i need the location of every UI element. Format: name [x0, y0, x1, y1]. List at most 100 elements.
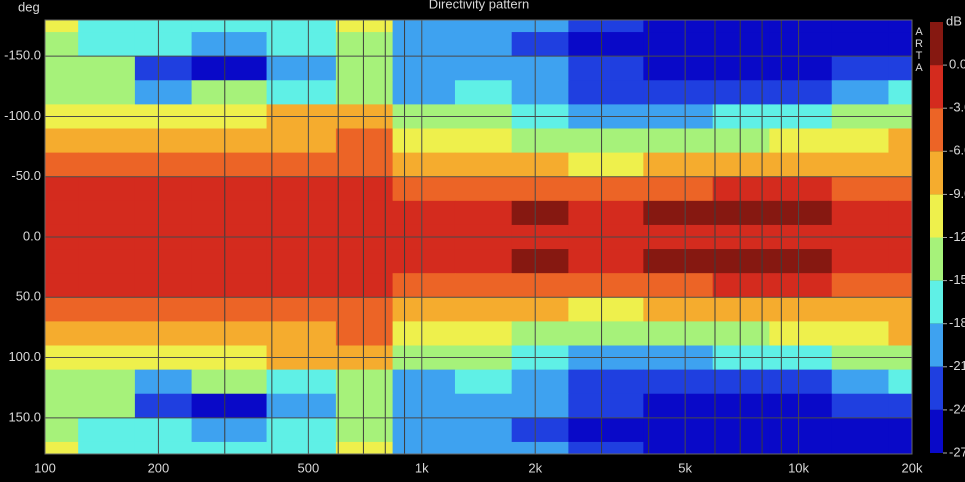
x-tick-label: 1k: [415, 460, 429, 475]
colorbar-tick-label: -27: [949, 444, 965, 459]
heat-cell: [769, 128, 833, 154]
heat-cell: [78, 297, 136, 322]
heat-cell: [888, 393, 913, 419]
heat-cell: [568, 32, 644, 57]
heat-cell: [568, 321, 644, 346]
colorbar-tick-label: -24: [949, 401, 965, 416]
heat-cell: [335, 441, 394, 455]
heat-cell: [266, 297, 337, 322]
watermark: ARTA: [913, 26, 925, 74]
heat-cell: [266, 441, 337, 455]
heat-cell: [45, 249, 79, 274]
heat-cell: [191, 417, 268, 443]
heat-cell: [568, 20, 644, 33]
heat-cell: [454, 176, 513, 202]
heat-cell: [191, 128, 268, 154]
heat-cell: [78, 176, 136, 202]
colorbar-band: [930, 366, 943, 410]
heat-cell: [78, 152, 136, 178]
colorbar-tick-label: -21: [949, 358, 965, 373]
heat-cell: [78, 273, 136, 298]
heat-cell: [511, 393, 569, 419]
colorbar-band: [930, 237, 943, 281]
heat-cell: [78, 393, 136, 419]
heat-cell: [266, 393, 337, 419]
heat-cell: [78, 56, 136, 81]
heat-cell: [335, 273, 394, 298]
heat-cell: [266, 56, 337, 81]
chart-title: Directivity pattern: [429, 0, 529, 11]
heat-cell: [392, 128, 456, 154]
heat-cell: [568, 297, 644, 322]
heat-cell: [134, 80, 193, 105]
heat-cell: [769, 80, 833, 105]
heat-cell: [454, 297, 513, 322]
heat-cell: [454, 249, 513, 274]
heat-cell: [831, 369, 889, 395]
heat-cell: [45, 321, 79, 346]
heat-cell: [888, 176, 913, 202]
heat-cell: [511, 80, 569, 105]
heat-cell: [511, 152, 569, 178]
colorbar-tick-label: -15: [949, 272, 965, 287]
heat-cell: [191, 249, 268, 274]
heat-cell: [888, 152, 913, 178]
heat-cell: [511, 273, 569, 298]
heat-cell: [568, 417, 644, 443]
heat-cell: [769, 417, 833, 443]
heat-cell: [392, 297, 456, 322]
heat-cell: [266, 176, 337, 202]
heat-cell: [888, 80, 913, 105]
x-tick-label: 5k: [678, 460, 692, 475]
heat-cell: [392, 176, 456, 202]
heat-cell: [78, 20, 136, 33]
heat-cell: [191, 441, 268, 455]
heat-cell: [769, 369, 833, 395]
heat-cell: [643, 80, 714, 105]
colorbar: 0.0 -3.0 -6.0 -9.0 -12 -15 -18 -21 -24 -27: [930, 22, 965, 459]
heat-cell: [134, 176, 193, 202]
heat-cell: [392, 152, 456, 178]
heat-cell: [511, 321, 569, 346]
heat-cell: [454, 152, 513, 178]
heat-cell: [769, 176, 833, 202]
heat-cell: [266, 32, 337, 57]
heat-cell: [335, 417, 394, 443]
y-tick-label: 100.0: [8, 349, 41, 364]
heat-cell: [831, 273, 889, 298]
heat-cell: [888, 321, 913, 346]
heat-cell: [712, 200, 770, 226]
colorbar-label: dB: [946, 13, 962, 28]
heat-cell: [643, 273, 714, 298]
heat-cell: [78, 249, 136, 274]
heat-cell: [78, 80, 136, 105]
heat-cell: [335, 393, 394, 419]
heat-cell: [454, 441, 513, 455]
heat-cell: [643, 32, 714, 57]
heat-cell: [643, 20, 714, 33]
heat-cell: [266, 321, 337, 346]
heat-cell: [712, 417, 770, 443]
heat-cell: [134, 20, 193, 33]
heat-cell: [643, 56, 714, 81]
heat-cell: [643, 393, 714, 419]
heat-cell: [831, 56, 889, 81]
heat-cell: [643, 297, 714, 322]
heat-cell: [568, 393, 644, 419]
heatmap: [45, 20, 913, 455]
heat-cell: [335, 249, 394, 274]
heat-cell: [643, 321, 714, 346]
heat-cell: [78, 369, 136, 395]
heat-cell: [266, 200, 337, 226]
heat-cell: [511, 176, 569, 202]
heat-cell: [392, 56, 456, 81]
heat-cell: [568, 273, 644, 298]
heat-cell: [831, 152, 889, 178]
y-tick-label: 0.0: [23, 228, 41, 243]
heat-cell: [191, 56, 268, 81]
heat-cell: [831, 20, 889, 33]
heat-cell: [191, 321, 268, 346]
y-tick-label: -50.0: [11, 168, 41, 183]
heat-cell: [392, 80, 456, 105]
